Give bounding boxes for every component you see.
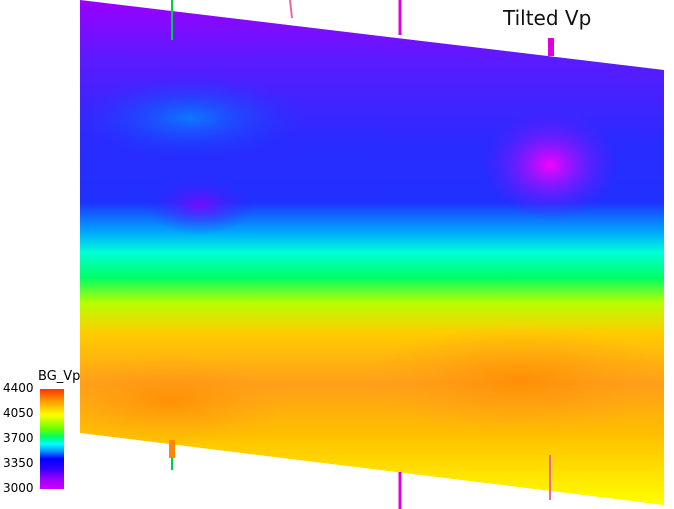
legend-tick: 3000 (3, 481, 34, 495)
plot-title: Tilted Vp (503, 6, 592, 30)
legend-label: BG_Vp (38, 369, 81, 384)
well-pink (289, 0, 293, 19)
legend-colorbar (40, 389, 64, 489)
legend-tick: 4050 (3, 406, 34, 420)
legend-tick: 3350 (3, 456, 34, 470)
velocity-panel (80, 0, 664, 505)
legend-tick: 4400 (3, 381, 34, 395)
legend-tick: 3700 (3, 431, 34, 445)
well-left (169, 0, 175, 470)
well-right (548, 38, 554, 500)
